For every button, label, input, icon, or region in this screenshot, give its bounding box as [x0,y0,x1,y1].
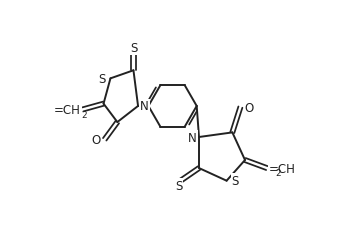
Text: N: N [188,131,197,144]
Text: O: O [245,101,254,114]
Text: O: O [91,133,101,146]
Text: =CH: =CH [269,162,296,175]
Text: 2: 2 [276,168,281,177]
Text: =CH: =CH [54,104,81,116]
Text: 2: 2 [81,110,87,119]
Text: S: S [175,179,182,192]
Text: S: S [130,42,137,55]
Text: N: N [140,100,149,113]
Text: S: S [232,174,239,187]
Text: S: S [98,73,105,85]
